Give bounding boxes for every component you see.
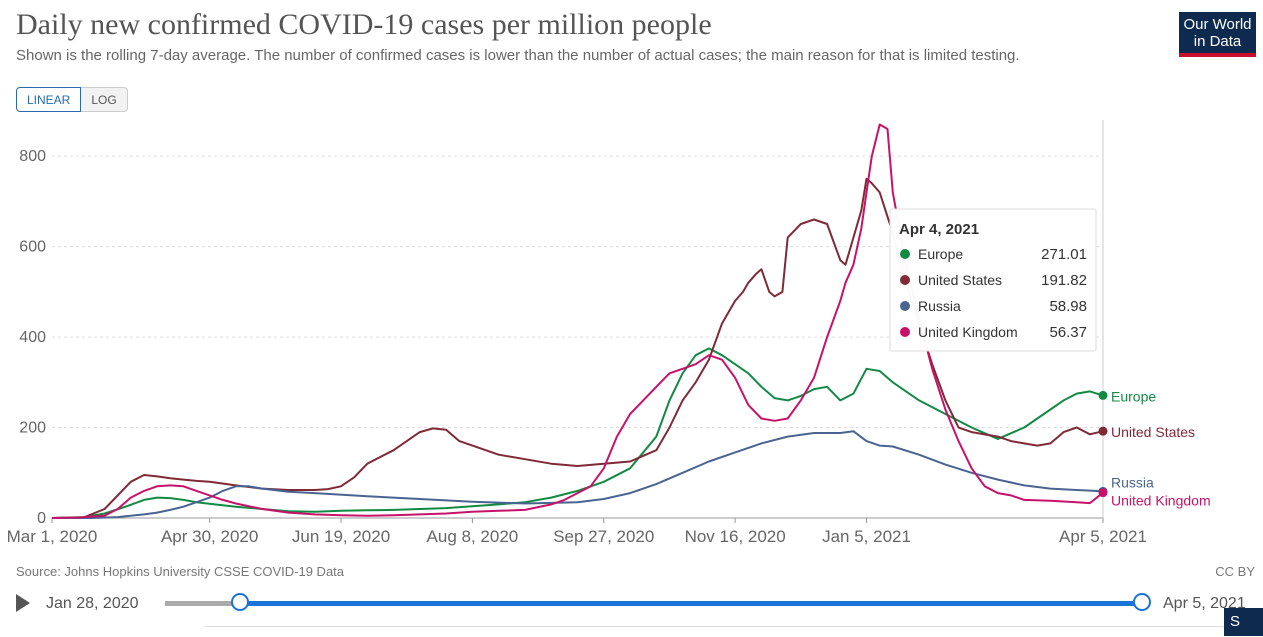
series-line-united-kingdom	[51, 123, 1104, 519]
end-label-europe: Europe	[1111, 388, 1156, 404]
x-tick-label: Sep 27, 2020	[553, 527, 654, 546]
x-tick-label: Jan 5, 2021	[822, 527, 911, 546]
tooltip-swatch	[900, 249, 910, 259]
owid-logo[interactable]: Our World in Data	[1179, 12, 1256, 57]
source-note: Source: Johns Hopkins University CSSE CO…	[16, 564, 345, 579]
x-tick-label: Jun 19, 2020	[292, 527, 390, 546]
series-line-russia	[52, 430, 1104, 519]
tooltip-box	[889, 208, 1097, 352]
series-endpoint-europe	[1098, 390, 1108, 400]
timeline: Jan 28, 2020 Apr 5, 2021	[0, 590, 1263, 620]
license-link[interactable]: CC BY	[1215, 564, 1255, 579]
play-icon[interactable]	[16, 594, 30, 612]
timeline-end-date: Apr 5, 2021	[1163, 595, 1246, 612]
tooltip-series-value: 271.01	[1041, 246, 1087, 263]
timeline-track-inactive[interactable]	[165, 601, 240, 606]
x-tick-label: Mar 1, 2020	[7, 527, 98, 546]
series-endpoint-united-kingdom	[1098, 488, 1108, 498]
log-button[interactable]: LOG	[81, 87, 128, 112]
tooltip-series-name: Europe	[918, 246, 963, 262]
tooltip-series-value: 58.98	[1049, 298, 1087, 315]
tooltip-series-name: Russia	[918, 298, 961, 314]
end-label-united-kingdom: United Kingdom	[1111, 493, 1211, 509]
tooltip-series-value: 56.37	[1049, 324, 1087, 341]
tooltip-swatch	[900, 275, 910, 285]
tooltip-swatch	[900, 327, 910, 337]
series-endpoint-united-states	[1098, 426, 1108, 436]
y-tick-label: 800	[19, 148, 46, 165]
tab-strip	[205, 626, 1263, 637]
tooltip-series-value: 191.82	[1041, 272, 1087, 289]
timeline-start-date: Jan 28, 2020	[46, 595, 139, 612]
x-tick-label: Aug 8, 2020	[427, 527, 519, 546]
logo-line-1: Our World	[1183, 16, 1252, 33]
chart-title: Daily new confirmed COVID-19 cases per m…	[16, 8, 712, 41]
timeline-end-handle[interactable]	[1133, 593, 1151, 611]
linear-button[interactable]: LINEAR	[16, 87, 82, 112]
tooltip-series-name: United States	[918, 272, 1002, 288]
scale-toggle: LINEAR LOG	[16, 87, 128, 112]
y-tick-label: 200	[19, 420, 46, 437]
timeline-track-selected[interactable]	[240, 601, 1142, 606]
series-line-europe	[51, 347, 1104, 519]
x-tick-label: Apr 30, 2020	[161, 527, 258, 546]
tooltip-date: Apr 4, 2021	[899, 221, 979, 238]
tooltip-swatch	[900, 301, 910, 311]
y-tick-label: 400	[19, 329, 46, 346]
x-tick-label: Apr 5, 2021	[1059, 527, 1147, 546]
x-tick-label: Nov 16, 2020	[685, 527, 786, 546]
end-label-united-states: United States	[1111, 424, 1195, 440]
tooltip-series-name: United Kingdom	[918, 324, 1018, 340]
logo-line-2: in Data	[1193, 33, 1242, 50]
chart-subtitle: Shown is the rolling 7-day average. The …	[16, 47, 1020, 64]
y-tick-label: 600	[19, 239, 46, 256]
end-label-russia: Russia	[1111, 474, 1154, 490]
y-tick-label: 0	[37, 510, 46, 527]
timeline-start-handle[interactable]	[231, 593, 249, 611]
share-button[interactable]: S	[1224, 608, 1263, 636]
tooltip: Apr 4, 2021 Europe 271.01 United States 191.…	[889, 208, 1097, 352]
line-chart[interactable]: 0 200 400 600 800 Mar 1, 2020 Apr 30, 2020 Jun …	[0, 120, 1263, 560]
logo-bar	[1179, 53, 1256, 57]
